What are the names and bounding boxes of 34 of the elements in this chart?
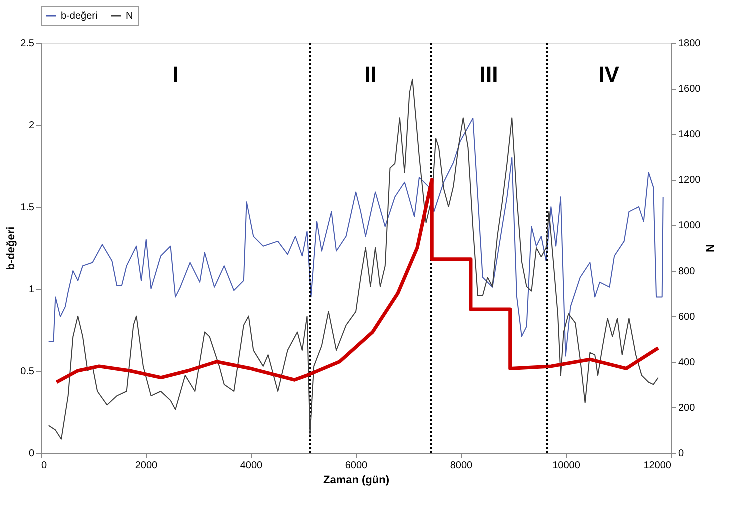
y2-tick-label: 0 [678, 448, 684, 460]
y2-tick-label: 200 [678, 402, 696, 414]
x-tick-label: 8000 [450, 460, 474, 472]
y2-tick-label: 600 [678, 312, 696, 323]
legend-label: b-değeri [61, 11, 98, 22]
x-axis-title: Zaman (gün) [324, 474, 390, 486]
y2-tick-label: 400 [678, 357, 696, 368]
annotation: II [364, 62, 377, 87]
y-tick-label: 1.5 [20, 202, 35, 214]
x-tick-label: 10000 [552, 460, 581, 472]
y-tick-label: 0.5 [20, 366, 35, 378]
x-tick-label: 12000 [644, 460, 672, 472]
x-tick-label: 2000 [135, 460, 158, 472]
y-tick-label: 0 [28, 448, 35, 460]
x-tick-label: 0 [42, 460, 48, 472]
annotation: III [480, 62, 498, 87]
line-series [48, 118, 664, 357]
y2-tick-label: 800 [678, 266, 696, 278]
y2-tick-label: 1400 [678, 130, 702, 141]
annotation: IV [598, 62, 620, 87]
y-axis-title: b-değeri [6, 226, 18, 270]
annotation: I [172, 62, 179, 87]
legend-label: N [126, 11, 134, 22]
y-tick-label: 2.5 [20, 38, 35, 50]
x-tick-label: 6000 [345, 460, 368, 472]
y-tick-label: 1 [28, 284, 35, 296]
y2-tick-label: 1200 [678, 175, 702, 186]
line-series [55, 178, 660, 384]
y2-tick-label: 1000 [678, 220, 702, 232]
y2-tick-label: 1800 [678, 38, 702, 50]
y2-axis-title: N [704, 244, 716, 253]
x-tick-label: 4000 [240, 460, 264, 472]
y-tick-label: 2 [28, 120, 35, 132]
y2-tick-label: 1600 [678, 84, 702, 96]
